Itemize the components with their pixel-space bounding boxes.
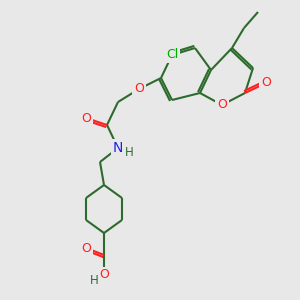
Text: H: H <box>90 274 98 286</box>
Text: H: H <box>124 146 134 158</box>
Text: O: O <box>99 268 109 281</box>
Text: O: O <box>217 98 227 112</box>
Text: O: O <box>134 82 144 95</box>
Text: Cl: Cl <box>166 49 178 62</box>
Text: O: O <box>261 76 271 89</box>
Text: O: O <box>81 242 91 254</box>
Text: O: O <box>81 112 91 124</box>
Text: N: N <box>113 141 123 155</box>
